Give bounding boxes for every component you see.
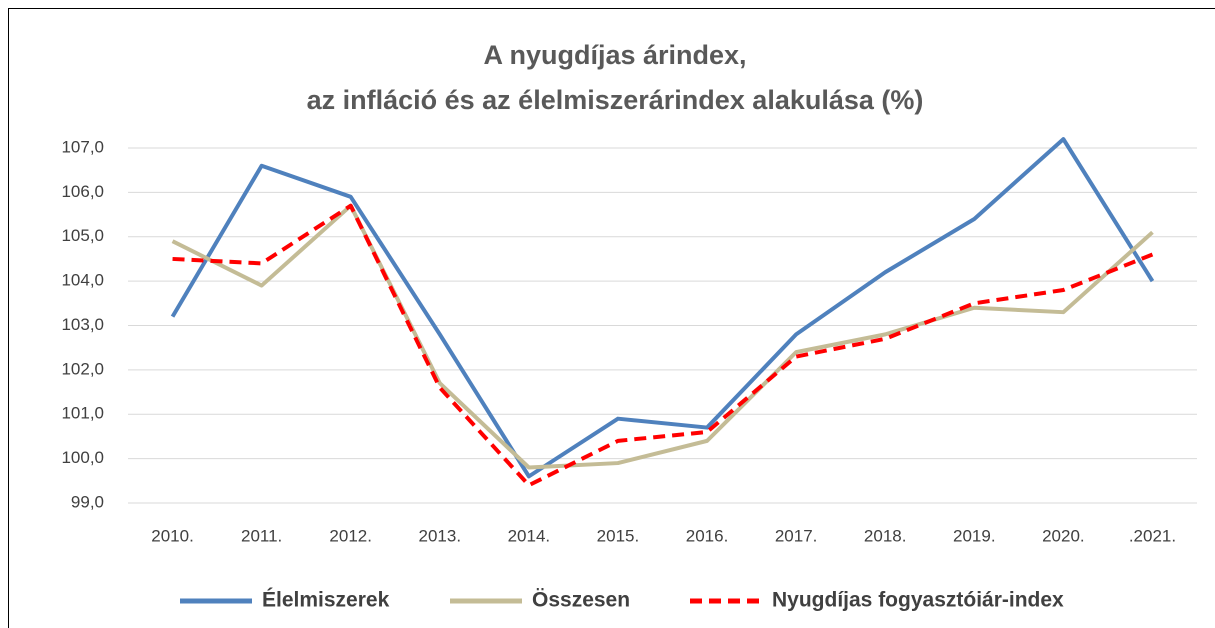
y-tick-label: 99,0 xyxy=(71,492,104,511)
y-tick-label: 102,0 xyxy=(61,359,104,378)
series-line xyxy=(172,203,1154,488)
x-tick-label: 2011. xyxy=(241,526,282,545)
x-tick-label: 2016. xyxy=(686,526,729,545)
x-tick-label: 2015. xyxy=(597,526,640,545)
series-line xyxy=(170,137,1155,479)
x-tick-label: 2014. xyxy=(508,526,551,545)
x-tick-label: 2020. xyxy=(1042,526,1085,545)
legend-label: Nyugdíjas fogyasztóiár-index xyxy=(772,589,1064,612)
x-tick-label: 2010. xyxy=(151,526,194,545)
x-tick-label: 2013. xyxy=(419,526,462,545)
x-tick-label: 2017. xyxy=(775,526,818,545)
x-tick-label: .2021. xyxy=(1129,526,1176,545)
y-tick-label: 106,0 xyxy=(61,182,104,201)
chart-title: az infláció és az élelmiszerárindex alak… xyxy=(307,85,924,115)
x-tick-label: 2012. xyxy=(329,526,372,545)
y-tick-label: 103,0 xyxy=(61,315,104,334)
legend-label: Élelmiszerek xyxy=(262,589,390,612)
chart-title: A nyugdíjas árindex, xyxy=(483,40,746,70)
y-tick-label: 104,0 xyxy=(61,271,104,290)
y-tick-label: 101,0 xyxy=(61,404,104,423)
x-tick-label: 2018. xyxy=(864,526,907,545)
series-line xyxy=(171,203,1154,470)
chart-frame xyxy=(8,8,1215,628)
legend-label: Összesen xyxy=(532,589,630,612)
y-tick-label: 107,0 xyxy=(61,137,104,156)
y-tick-label: 105,0 xyxy=(61,226,104,245)
y-tick-label: 100,0 xyxy=(61,448,104,467)
x-tick-label: 2019. xyxy=(953,526,996,545)
